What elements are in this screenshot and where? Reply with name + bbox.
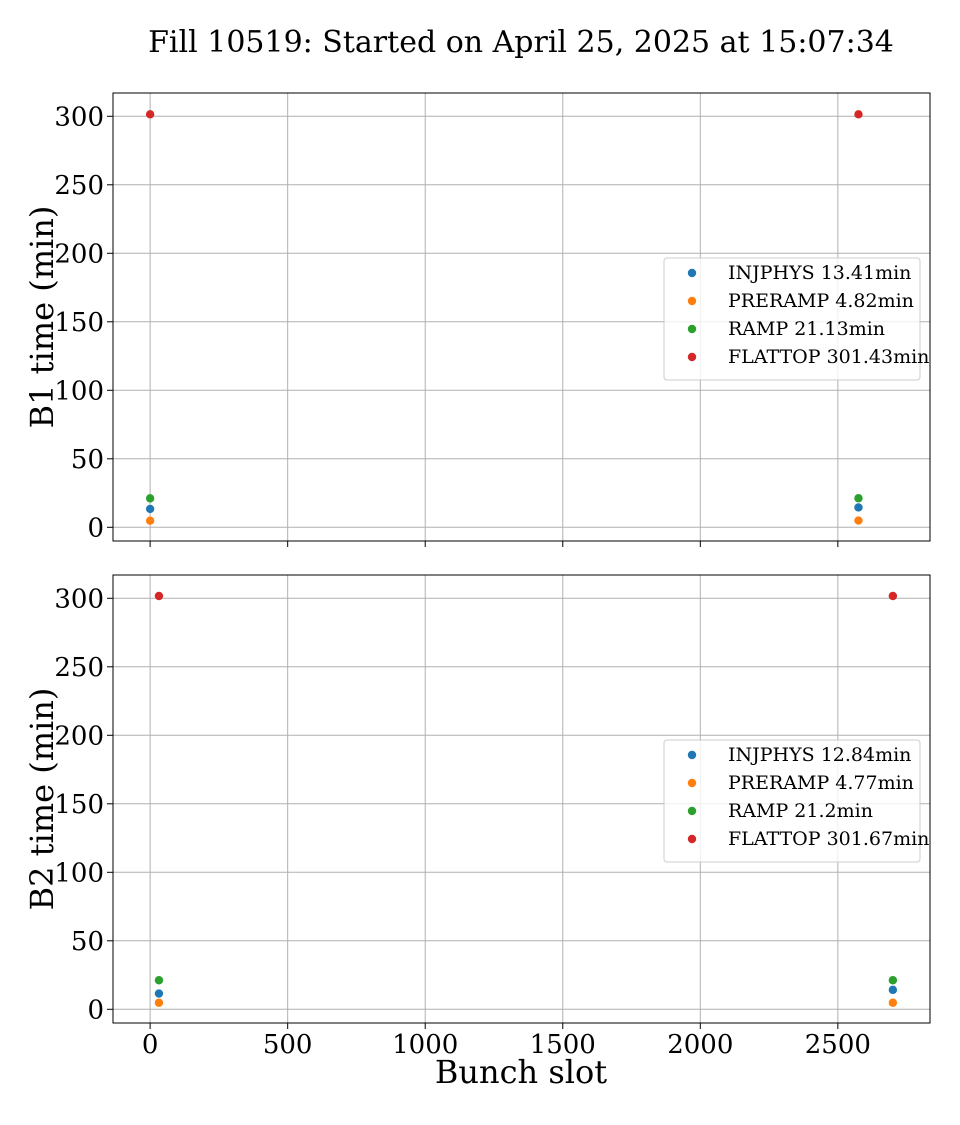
x-tick-label: 2000 bbox=[667, 1030, 733, 1060]
data-point bbox=[888, 985, 898, 995]
legend-label: PRERAMP 4.82min bbox=[728, 290, 914, 312]
data-point bbox=[145, 110, 155, 119]
data-point bbox=[145, 494, 155, 503]
y-tick-label: 300 bbox=[54, 584, 104, 614]
data-point bbox=[154, 989, 164, 998]
x-tick-label: 500 bbox=[263, 1030, 313, 1060]
data-point bbox=[888, 976, 898, 985]
y-tick-label: 100 bbox=[54, 858, 104, 888]
legend-label: RAMP 21.2min bbox=[728, 800, 873, 822]
y-tick-label: 150 bbox=[54, 308, 104, 338]
data-point bbox=[854, 494, 863, 503]
data-point bbox=[154, 591, 164, 601]
legend-label: INJPHYS 13.41min bbox=[728, 262, 911, 284]
y-tick-label: 0 bbox=[87, 995, 104, 1025]
legend-label: PRERAMP 4.77min bbox=[728, 772, 914, 794]
x-tick-label: 1000 bbox=[392, 1030, 458, 1060]
y-axis-label: B1 time (min) bbox=[23, 206, 61, 429]
legend-marker bbox=[687, 352, 697, 362]
y-axis-label: B2 time (min) bbox=[23, 688, 61, 911]
legend-label: FLATTOP 301.43min bbox=[728, 346, 929, 368]
subplot-1: 0 50 100 150 200 250 300 B1 time (min) INJPHYS 1… bbox=[23, 92, 931, 547]
y-tick-label: 150 bbox=[54, 790, 104, 820]
y-tick-label: 300 bbox=[54, 102, 104, 132]
legend: INJPHYS 13.41min PRERAMP 4.82min RAMP 21.1… bbox=[663, 257, 929, 381]
y-tick-label: 50 bbox=[71, 445, 104, 475]
data-point bbox=[145, 504, 155, 514]
y-tick-label: 0 bbox=[87, 513, 104, 543]
legend-marker bbox=[687, 778, 697, 788]
y-tick-label: 250 bbox=[54, 171, 104, 201]
plot-frame bbox=[112, 574, 931, 1024]
y-tick-label: 200 bbox=[54, 721, 104, 751]
data-point bbox=[854, 110, 863, 119]
y-tick-label: 200 bbox=[54, 239, 104, 269]
chart-title: Fill 10519: Started on April 25, 2025 at… bbox=[148, 25, 894, 60]
data-point bbox=[854, 503, 863, 512]
x-tick-label: 1500 bbox=[530, 1030, 596, 1060]
data-point bbox=[145, 516, 155, 525]
legend-marker bbox=[687, 268, 697, 278]
legend-marker bbox=[687, 324, 697, 334]
y-tick-label: 100 bbox=[54, 376, 104, 406]
data-point bbox=[888, 591, 898, 601]
x-tick-label: 0 bbox=[142, 1030, 159, 1060]
y-tick-label: 50 bbox=[71, 927, 104, 957]
data-point bbox=[154, 998, 164, 1007]
data-point bbox=[154, 976, 164, 985]
plot-frame bbox=[112, 92, 931, 542]
legend-label: RAMP 21.13min bbox=[728, 318, 885, 340]
legend-label: FLATTOP 301.67min bbox=[728, 828, 929, 850]
legend-box bbox=[663, 257, 921, 381]
legend-box bbox=[663, 739, 921, 863]
y-tick-label: 250 bbox=[54, 653, 104, 683]
legend: INJPHYS 12.84min PRERAMP 4.77min RAMP 21.2… bbox=[663, 739, 929, 863]
x-tick-label: 2500 bbox=[805, 1030, 871, 1060]
legend-marker bbox=[687, 750, 697, 760]
legend-label: INJPHYS 12.84min bbox=[728, 744, 911, 766]
legend-marker bbox=[687, 296, 697, 306]
data-point bbox=[854, 516, 863, 525]
x-axis-label: Bunch slot bbox=[435, 1053, 607, 1091]
subplot-2: 0 500 1000 1500 2000 2500 0 50 100 150 200 250 300 B2… bbox=[23, 574, 931, 1060]
legend-marker bbox=[687, 806, 697, 816]
data-point bbox=[888, 998, 898, 1007]
legend-marker bbox=[687, 834, 697, 844]
